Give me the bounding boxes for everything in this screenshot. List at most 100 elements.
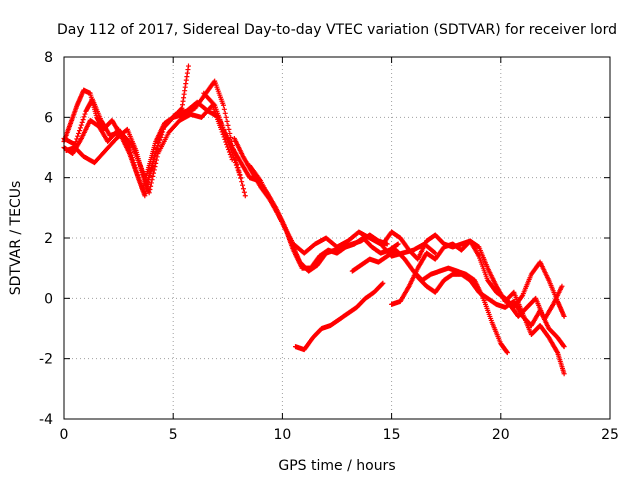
x-axis-label: GPS time / hours bbox=[278, 458, 395, 474]
y-tick-label: 6 bbox=[44, 110, 53, 126]
data-point bbox=[81, 114, 87, 120]
y-tick-label: 4 bbox=[44, 171, 53, 187]
y-axis-label: SDTVAR / TECUs bbox=[8, 181, 24, 296]
series-arc-8 bbox=[293, 280, 386, 353]
x-tick-label: 20 bbox=[492, 427, 510, 443]
data-point bbox=[561, 371, 567, 377]
data-point bbox=[148, 183, 154, 189]
data-point bbox=[234, 165, 240, 171]
data-point bbox=[132, 162, 138, 168]
data-point bbox=[129, 155, 135, 161]
data-point bbox=[223, 114, 229, 120]
data-point bbox=[152, 164, 158, 170]
data-point bbox=[130, 157, 136, 163]
data-point bbox=[238, 175, 244, 181]
data-point bbox=[235, 167, 241, 173]
series-arc-6 bbox=[231, 135, 401, 271]
data-point bbox=[225, 144, 231, 150]
data-point bbox=[379, 281, 385, 287]
data-point bbox=[79, 119, 85, 125]
data-point bbox=[229, 157, 235, 163]
data-point bbox=[161, 126, 167, 132]
data-point bbox=[222, 110, 228, 116]
data-point bbox=[220, 102, 226, 108]
y-tick-label: -4 bbox=[39, 412, 53, 428]
data-point bbox=[221, 106, 227, 112]
data-point bbox=[135, 172, 141, 178]
data-point bbox=[561, 344, 567, 350]
data-point bbox=[504, 350, 510, 356]
data-point bbox=[185, 63, 191, 69]
data-point bbox=[159, 132, 165, 138]
axis-ticks: 0 5 10 15 20 25 -4 -2 0 2 4 6 8 bbox=[39, 50, 619, 443]
x-tick-label: 25 bbox=[601, 427, 619, 443]
x-tick-label: 10 bbox=[273, 427, 291, 443]
data-point bbox=[227, 152, 233, 158]
data-point bbox=[160, 129, 166, 135]
data-point bbox=[82, 111, 88, 117]
data-point bbox=[153, 160, 159, 166]
data-point bbox=[74, 136, 80, 142]
data-point bbox=[232, 160, 238, 166]
series-arc-2 bbox=[61, 78, 248, 199]
data-point bbox=[76, 128, 82, 134]
data-point bbox=[236, 170, 242, 176]
data-point bbox=[227, 130, 233, 136]
chart-title: Day 112 of 2017, Sidereal Day-to-day VTE… bbox=[57, 22, 617, 38]
data-point bbox=[559, 283, 565, 289]
data-point bbox=[240, 186, 246, 192]
data-point bbox=[519, 293, 525, 299]
data-point bbox=[128, 150, 134, 156]
y-tick-label: 8 bbox=[44, 50, 53, 66]
data-point bbox=[134, 170, 140, 176]
data-point bbox=[150, 173, 156, 179]
data-point bbox=[153, 157, 159, 163]
data-point bbox=[432, 250, 438, 256]
data-marks bbox=[61, 63, 567, 377]
data-point bbox=[151, 170, 157, 176]
data-point bbox=[233, 162, 239, 168]
data-point bbox=[155, 143, 161, 149]
data-point bbox=[395, 241, 401, 247]
data-point bbox=[224, 118, 230, 124]
data-point bbox=[78, 122, 84, 128]
x-tick-label: 0 bbox=[60, 427, 69, 443]
data-point bbox=[431, 249, 437, 255]
data-point bbox=[239, 179, 245, 185]
data-point bbox=[158, 134, 164, 140]
data-point bbox=[226, 149, 232, 155]
y-tick-label: 0 bbox=[44, 291, 53, 307]
data-point bbox=[133, 167, 139, 173]
data-point bbox=[228, 154, 234, 160]
data-point bbox=[211, 101, 217, 107]
x-tick-label: 15 bbox=[383, 427, 401, 443]
data-point bbox=[132, 165, 138, 171]
data-point bbox=[240, 182, 246, 188]
data-point bbox=[380, 280, 386, 286]
series-arc-4 bbox=[63, 102, 235, 196]
data-point bbox=[148, 180, 154, 186]
data-point bbox=[131, 160, 137, 166]
data-point bbox=[561, 313, 567, 319]
data-point bbox=[226, 147, 232, 153]
data-point bbox=[129, 152, 135, 158]
data-point bbox=[237, 172, 243, 178]
data-point bbox=[77, 125, 83, 131]
data-point bbox=[242, 193, 248, 199]
data-point bbox=[73, 139, 79, 145]
grid bbox=[64, 57, 610, 419]
data-point bbox=[149, 177, 155, 183]
data-point bbox=[225, 122, 231, 128]
data-point bbox=[75, 133, 81, 139]
data-point bbox=[151, 167, 157, 173]
series-arc-13 bbox=[498, 283, 565, 322]
data-point bbox=[241, 189, 247, 195]
y-tick-label: -2 bbox=[39, 352, 53, 368]
data-point bbox=[154, 154, 160, 160]
data-point bbox=[156, 140, 162, 146]
data-point bbox=[80, 117, 86, 123]
data-point bbox=[146, 190, 152, 196]
data-point bbox=[157, 137, 163, 143]
data-point bbox=[76, 130, 82, 136]
